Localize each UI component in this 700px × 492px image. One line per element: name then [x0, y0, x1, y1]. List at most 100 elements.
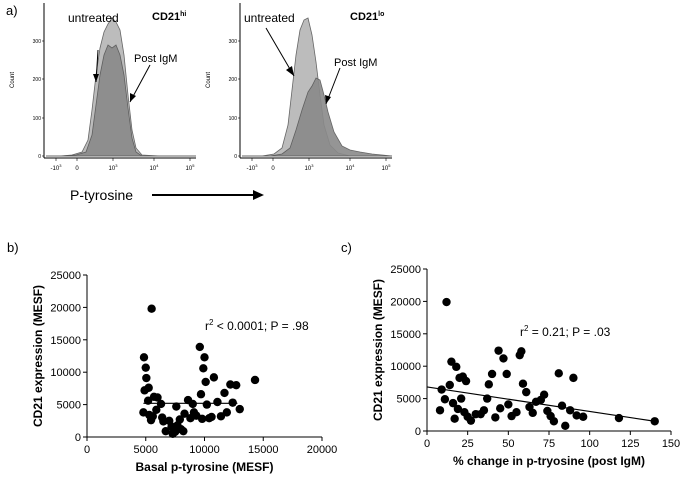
data-point — [209, 373, 219, 382]
data-point — [213, 397, 222, 407]
hist-y-tick-label: 100 — [33, 116, 42, 122]
data-point — [554, 369, 563, 378]
data-point — [496, 404, 505, 413]
data-point — [512, 408, 521, 417]
panel-label-a: a) — [6, 3, 18, 18]
hist-y-tick-label: 0 — [234, 154, 237, 160]
x-tick-label: 0 — [84, 444, 90, 456]
data-point — [142, 373, 151, 383]
data-point — [189, 408, 199, 417]
data-point — [232, 380, 241, 390]
data-point — [453, 404, 463, 414]
y-tick-label: 5000 — [397, 394, 421, 406]
y-tick-label: 20000 — [50, 302, 81, 314]
regression-line — [426, 386, 655, 422]
data-point — [578, 412, 588, 421]
x-axis-label: % change in p-tryosine (post IgM) — [453, 454, 645, 468]
hist-x-tick-exponent: 3 — [59, 163, 62, 168]
data-point — [461, 376, 471, 386]
hist-axis-ticks: 0 100 200 300 Count -103 0 103 104 105 0 100 200 300 C… — [10, 39, 391, 172]
y-tick-label: 25000 — [50, 270, 81, 282]
x-tick-label: 20000 — [307, 444, 338, 456]
x-tick-label: 125 — [621, 438, 639, 450]
data-point — [199, 364, 208, 373]
hist-left-untreated-arrowhead — [93, 74, 99, 82]
data-point — [528, 408, 537, 418]
data-point — [180, 409, 189, 418]
data-point — [479, 406, 489, 415]
data-point — [202, 400, 212, 409]
hist-y-tick-label: 200 — [229, 77, 238, 83]
data-point — [549, 417, 559, 426]
x-tick-label: 100 — [580, 438, 598, 450]
stats-annotation: r2 = 0.21; P = .03 — [520, 324, 611, 339]
y-tick-label: 15000 — [50, 335, 81, 347]
stats-values: = 0.21; P = .03 — [528, 325, 610, 339]
data-point — [148, 412, 157, 421]
y-tick-label: 10000 — [50, 367, 81, 379]
data-point — [557, 401, 567, 410]
hist-x-tick-exponent: 5 — [388, 163, 391, 168]
hist-left-post-arrowhead — [130, 93, 136, 102]
hist-x-tick-label: 104 — [346, 163, 356, 172]
panel-label-c: c) — [341, 240, 352, 255]
hist-y-tick-label: 300 — [229, 39, 238, 45]
x-tick-label: 25 — [462, 438, 474, 450]
data-point — [456, 394, 466, 403]
hist-left-untreated-label: untreated — [68, 11, 119, 25]
x-tick-label: 50 — [502, 438, 514, 450]
hist-y-tick-label: 200 — [33, 77, 42, 83]
x-tick-label: 75 — [543, 438, 555, 450]
data-point — [442, 297, 451, 307]
hist-right-post-arrowhead — [325, 95, 331, 104]
data-point — [197, 414, 207, 424]
data-point — [220, 388, 229, 398]
data-point — [175, 415, 185, 424]
stats-r: r — [520, 325, 524, 339]
stats-annotation: r2 < 0.0001; P = .98 — [205, 318, 309, 333]
x-tick-label: 5000 — [134, 444, 158, 456]
x-tick-label: 15000 — [248, 444, 279, 456]
histogram-left — [43, 3, 196, 159]
data-point — [200, 353, 209, 362]
y-tick-label: 20000 — [390, 296, 421, 308]
data-point — [455, 373, 464, 383]
hist-x-tick-label: 0 — [271, 166, 275, 172]
hist-x-tick-label: -103 — [51, 163, 63, 172]
data-point — [144, 383, 153, 392]
hist-x-tick-label: -103 — [247, 163, 259, 172]
hist-count-label: Count — [10, 72, 16, 88]
y-tick-label: 0 — [75, 432, 81, 444]
data-point — [141, 363, 150, 372]
hist-x-tick-exponent: 4 — [156, 163, 159, 168]
data-point — [250, 375, 260, 385]
y-axis-label: CD21 expression (MESF) — [371, 279, 385, 421]
x-axis-label: Basal p-tyrosine (MESF) — [135, 460, 273, 474]
data-point — [153, 393, 162, 402]
hist-right-post-label: Post IgM — [334, 57, 377, 69]
data-point — [445, 380, 454, 390]
data-point — [561, 421, 570, 431]
data-point — [235, 404, 244, 414]
data-point — [569, 373, 578, 383]
x-tick-label: 10000 — [189, 444, 220, 456]
data-point — [201, 377, 210, 387]
data-point — [435, 406, 445, 415]
histogram-right — [239, 3, 393, 159]
scatter-chart-c: 0 5000 10000 15000 20000 25000 0 25 50 75 100 125 15… — [371, 264, 680, 468]
hist-x-tick-label: 105 — [186, 163, 196, 172]
hist-x-axis-arrowhead — [253, 190, 264, 200]
hist-x-tick-exponent: 3 — [311, 163, 314, 168]
hist-x-tick-label: 104 — [150, 163, 160, 172]
hist-x-tick-label: 103 — [305, 163, 315, 172]
data-point — [504, 400, 513, 409]
hist-x-tick-label: 105 — [382, 163, 392, 172]
y-tick-label: 25000 — [390, 264, 421, 276]
hist-x-tick-exponent: 3 — [115, 163, 118, 168]
hist-right-post-igm-curve — [242, 77, 393, 157]
hist-x-tick-exponent: 5 — [192, 163, 195, 168]
hist-right-title: CD21lo — [350, 11, 384, 23]
data-point — [522, 387, 531, 397]
hist-count-label: Count — [206, 72, 212, 88]
